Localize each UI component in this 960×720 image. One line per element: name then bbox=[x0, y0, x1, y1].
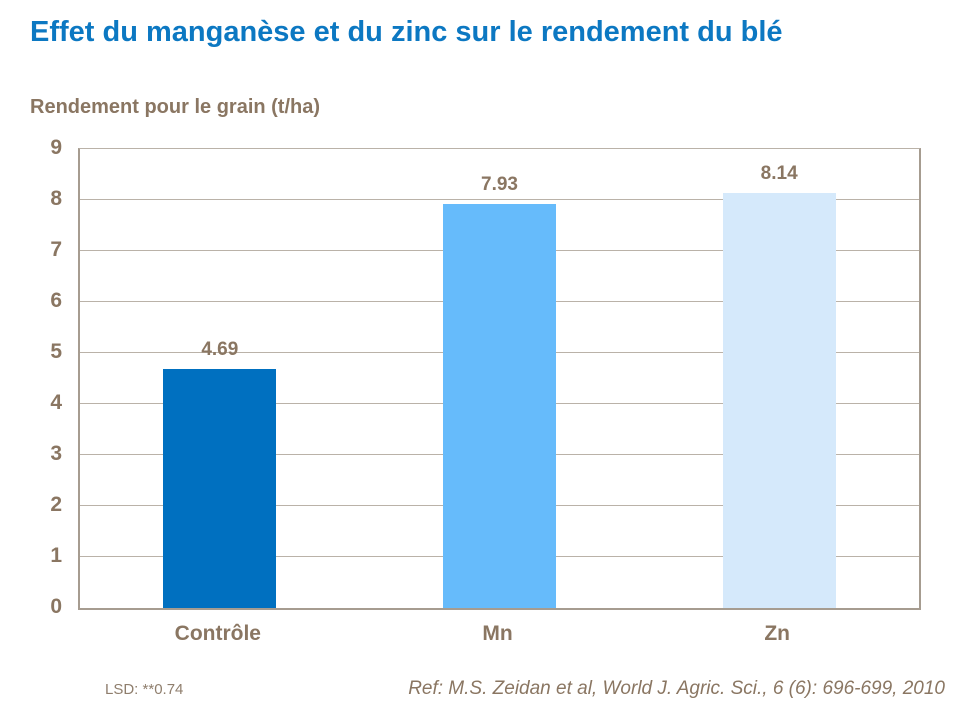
y-tick-label-7: 7 bbox=[50, 238, 62, 261]
bar-value-label-mn: 7.93 bbox=[481, 173, 518, 195]
x-tick-label-zn: Zn bbox=[764, 622, 790, 645]
bar-zn bbox=[722, 192, 836, 608]
reference-citation: Ref: M.S. Zeidan et al, World J. Agric. … bbox=[408, 678, 945, 699]
bar-value-label-contr-le: 4.69 bbox=[201, 338, 239, 360]
bar-contr-le bbox=[163, 368, 277, 608]
y-tick-label-9: 9 bbox=[50, 136, 62, 159]
y-tick-label-8: 8 bbox=[50, 187, 62, 210]
bar-mn bbox=[443, 203, 556, 608]
bar-value-label-zn: 8.14 bbox=[760, 162, 798, 184]
chart-title: Effet du manganèse et du zinc sur le ren… bbox=[30, 16, 783, 48]
y-tick-label-1: 1 bbox=[50, 544, 62, 567]
y-tick-label-4: 4 bbox=[50, 391, 62, 414]
y-tick-label-6: 6 bbox=[50, 289, 62, 312]
x-tick-label-contr-le: Contrôle bbox=[174, 622, 261, 645]
y-tick-label-5: 5 bbox=[50, 340, 62, 363]
gridline-8 bbox=[80, 199, 919, 200]
y-axis-title: Rendement pour le grain (t/ha) bbox=[30, 96, 321, 118]
x-axis: Contrôle Mn Zn bbox=[78, 621, 917, 651]
y-tick-label-3: 3 bbox=[50, 442, 62, 465]
lsd-footnote: LSD: **0.74 bbox=[105, 681, 184, 698]
plot-area: 4.69 7.93 8.14 bbox=[78, 148, 921, 610]
y-axis: 0 1 2 3 4 5 6 7 8 9 bbox=[26, 136, 62, 618]
y-tick-label-2: 2 bbox=[50, 493, 62, 516]
y-tick-label-0: 0 bbox=[50, 595, 62, 618]
x-tick-label-mn: Mn bbox=[482, 622, 513, 645]
